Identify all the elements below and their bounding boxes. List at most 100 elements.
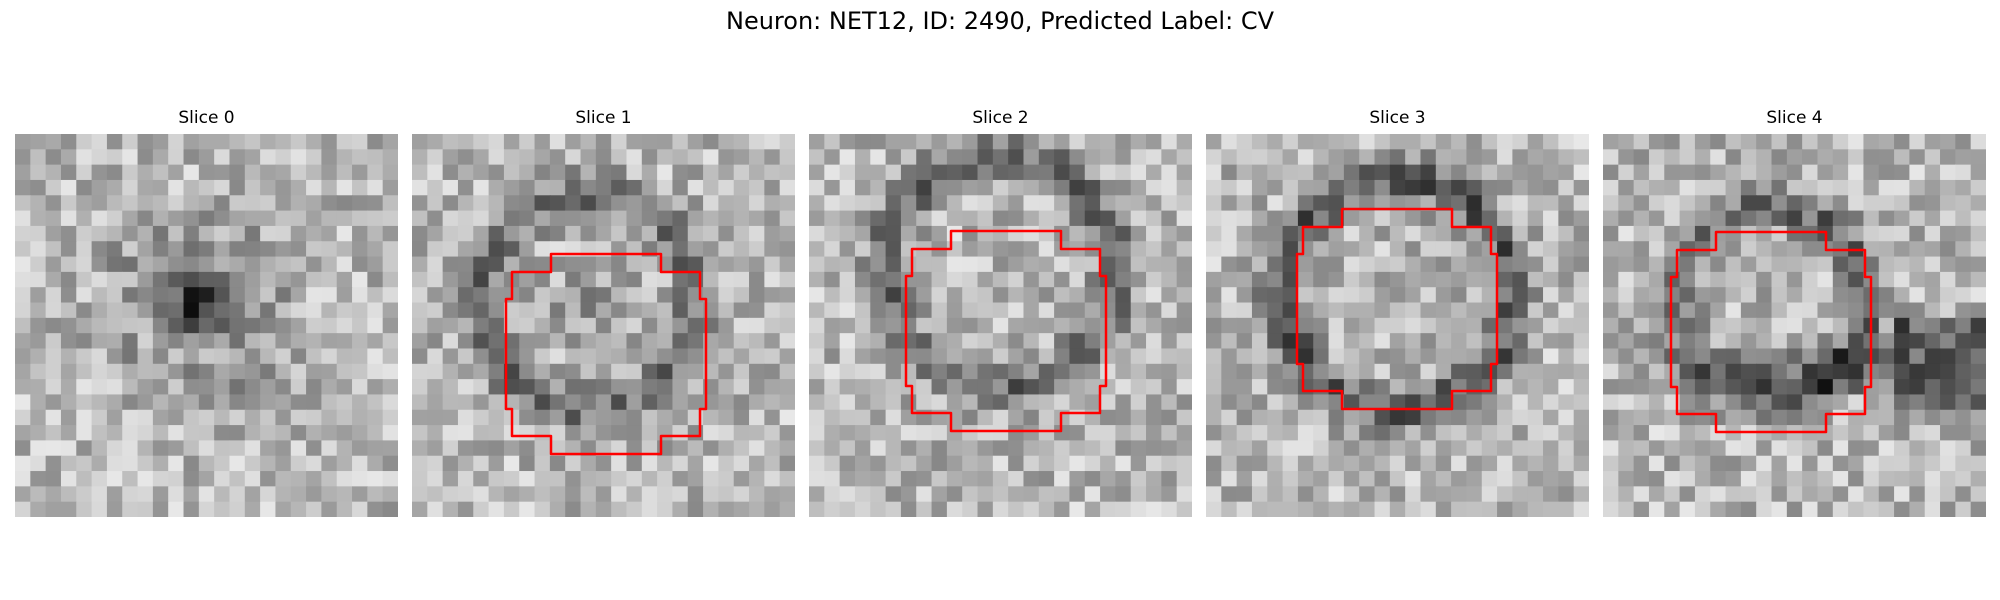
image-pixel bbox=[839, 256, 856, 273]
image-pixel bbox=[427, 179, 444, 196]
image-pixel bbox=[1420, 425, 1437, 441]
image-pixel bbox=[412, 241, 428, 258]
image-pixel bbox=[962, 210, 979, 227]
image-pixel bbox=[1878, 287, 1895, 304]
image-pixel bbox=[122, 317, 139, 334]
image-pixel bbox=[152, 179, 169, 196]
image-pixel bbox=[457, 302, 474, 319]
image-pixel bbox=[1512, 210, 1529, 227]
image-pixel bbox=[946, 471, 963, 487]
image-pixel bbox=[321, 287, 338, 304]
image-pixel bbox=[900, 425, 917, 441]
image-pixel bbox=[306, 287, 322, 304]
image-pixel bbox=[1543, 486, 1559, 503]
image-pixel bbox=[1527, 425, 1544, 441]
image-pixel bbox=[1573, 271, 1589, 288]
image-pixel bbox=[306, 394, 322, 411]
image-pixel bbox=[703, 455, 719, 472]
image-pixel bbox=[1909, 379, 1926, 396]
image-pixel bbox=[1817, 501, 1834, 517]
image-pixel bbox=[534, 394, 551, 411]
image-pixel bbox=[503, 471, 520, 487]
image-pixel bbox=[1940, 195, 1956, 212]
image-pixel bbox=[749, 363, 765, 380]
image-pixel bbox=[1389, 363, 1406, 380]
image-pixel bbox=[657, 348, 674, 365]
image-pixel bbox=[962, 134, 979, 150]
image-pixel bbox=[1786, 179, 1803, 196]
image-pixel bbox=[229, 471, 246, 487]
image-pixel bbox=[977, 394, 994, 411]
image-pixel bbox=[1573, 363, 1589, 380]
image-pixel bbox=[412, 287, 428, 304]
image-pixel bbox=[1267, 409, 1284, 426]
image-pixel bbox=[1297, 287, 1314, 304]
image-pixel bbox=[1710, 409, 1727, 426]
image-pixel bbox=[1451, 425, 1468, 441]
image-pixel bbox=[244, 471, 261, 487]
image-pixel bbox=[962, 425, 979, 441]
image-pixel bbox=[1251, 195, 1268, 212]
image-pixel bbox=[1573, 379, 1589, 396]
image-pixel bbox=[382, 271, 398, 288]
image-pixel bbox=[1679, 179, 1696, 196]
image-pixel bbox=[824, 317, 841, 334]
image-pixel bbox=[1679, 501, 1696, 517]
image-pixel bbox=[198, 256, 215, 273]
image-pixel bbox=[106, 363, 123, 380]
image-pixel bbox=[809, 394, 825, 411]
image-pixel bbox=[137, 179, 154, 196]
image-pixel bbox=[1573, 210, 1589, 227]
image-pixel bbox=[519, 256, 536, 273]
image-pixel bbox=[809, 164, 825, 181]
image-pixel bbox=[382, 333, 398, 350]
image-pixel bbox=[519, 287, 536, 304]
image-pixel bbox=[1328, 425, 1345, 441]
image-pixel bbox=[1740, 348, 1757, 365]
image-pixel bbox=[977, 486, 994, 503]
image-pixel bbox=[1313, 409, 1330, 426]
image-pixel bbox=[382, 256, 398, 273]
image-pixel bbox=[106, 179, 123, 196]
image-pixel bbox=[1694, 287, 1711, 304]
image-pixel bbox=[214, 440, 231, 457]
image-pixel bbox=[15, 302, 31, 319]
image-pixel bbox=[549, 179, 566, 196]
image-pixel bbox=[1130, 179, 1147, 196]
image-pixel bbox=[900, 333, 917, 350]
image-pixel bbox=[503, 225, 520, 242]
image-pixel bbox=[367, 501, 384, 517]
image-pixel bbox=[1710, 271, 1727, 288]
image-pixel bbox=[275, 363, 292, 380]
image-pixel bbox=[764, 348, 781, 365]
image-pixel bbox=[992, 333, 1009, 350]
image-pixel bbox=[1786, 501, 1803, 517]
image-pixel bbox=[412, 348, 428, 365]
image-pixel bbox=[412, 425, 428, 441]
image-pixel bbox=[672, 317, 689, 334]
image-pixel bbox=[809, 134, 825, 150]
image-pixel bbox=[1527, 409, 1544, 426]
image-pixel bbox=[1343, 195, 1360, 212]
image-pixel bbox=[214, 501, 231, 517]
image-pixel bbox=[183, 425, 200, 441]
image-pixel bbox=[1100, 271, 1116, 288]
image-pixel bbox=[885, 394, 902, 411]
image-pixel bbox=[290, 225, 307, 242]
image-pixel bbox=[1221, 455, 1238, 472]
image-pixel bbox=[733, 225, 750, 242]
image-pixel bbox=[1955, 134, 1972, 150]
image-pixel bbox=[214, 363, 231, 380]
image-pixel bbox=[427, 455, 444, 472]
image-pixel bbox=[1633, 179, 1650, 196]
image-pixel bbox=[168, 241, 185, 258]
image-pixel bbox=[1832, 501, 1849, 517]
image-pixel bbox=[168, 471, 185, 487]
image-pixel bbox=[1633, 287, 1650, 304]
image-pixel bbox=[657, 471, 674, 487]
image-pixel bbox=[1084, 134, 1101, 150]
image-pixel bbox=[611, 471, 628, 487]
image-pixel bbox=[91, 471, 108, 487]
image-pixel bbox=[1130, 379, 1147, 396]
image-pixel bbox=[1221, 179, 1238, 196]
